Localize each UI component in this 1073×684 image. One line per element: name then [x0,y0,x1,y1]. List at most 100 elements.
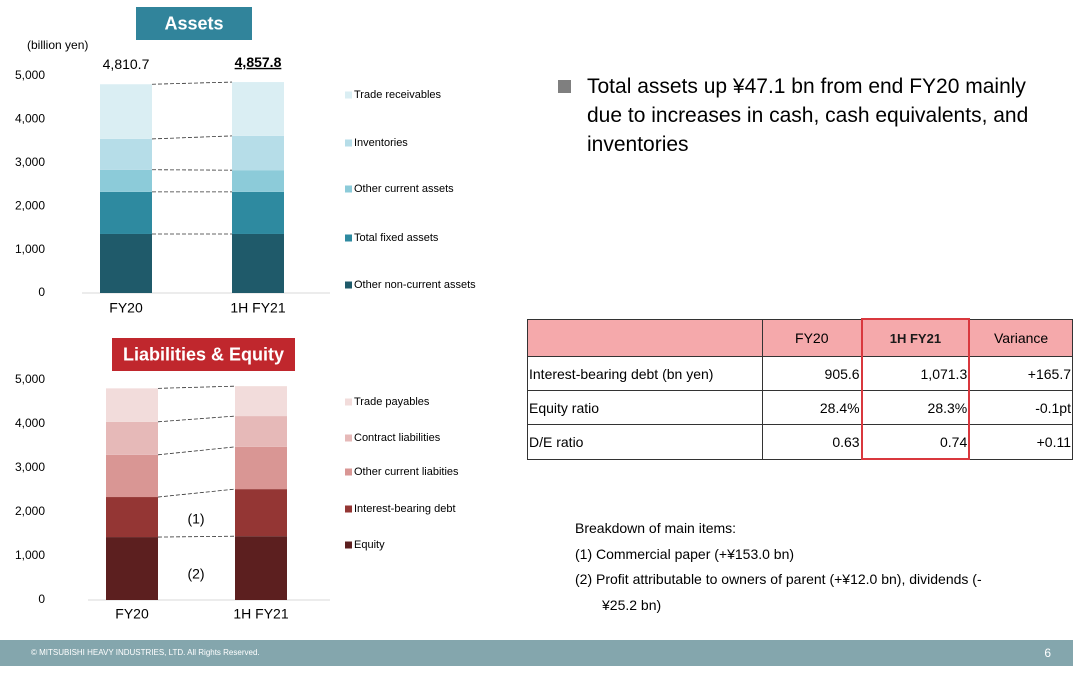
breakdown-item: (2) Profit attributable to owners of par… [575,571,982,613]
breakdown-item: (1) Commercial paper (+¥153.0 bn) [575,545,795,562]
connector [157,446,236,456]
table-cell: 0.63 [761,424,863,460]
table-cell: +0.11 [968,424,1073,460]
legend-label: Trade receivables [354,89,442,101]
table-row: D/E ratio 0.63 0.74 +0.11 [527,424,1073,460]
legend-label: Contract liabilities [354,432,441,444]
annotation: (2) [187,566,204,582]
y-tick-label: 1,000 [15,548,45,562]
bar-segment [106,497,158,538]
bar-segment [100,169,152,192]
table-cell: 28.4% [761,390,863,425]
legend-swatch [345,468,352,476]
bar-segment [235,446,287,490]
table-cell: -0.1pt [968,390,1073,425]
connector [151,81,233,85]
breakdown-title: Breakdown of main items: [575,520,737,536]
table-cell: D/E ratio [527,424,763,460]
table-cell: 28.3% [860,390,971,425]
header-row: FY20 1H FY21 Variance [527,318,1073,357]
header-cell: 1H FY21 [860,318,971,357]
x-tick-label: FY20 [109,300,143,316]
bar-segment [232,233,284,293]
table-cell: 0.74 [860,424,971,460]
y-tick-label: 3,000 [15,155,45,169]
bar-segment [235,489,287,537]
legend-label: Inventories [354,137,408,149]
total-label: 4,857.8 [235,54,282,70]
y-tick-label: 1,000 [15,242,45,256]
connector [151,135,233,140]
legend-label: Interest-bearing debt [354,503,456,515]
y-tick-label: 2,000 [15,504,45,518]
summary-bullet: Total assets up ¥47.1 bn from end FY20 m… [558,72,1057,159]
header-cell: FY20 [761,318,863,357]
legend-swatch [345,139,352,147]
legend-swatch [345,398,352,406]
y-tick-label: 4,000 [15,416,45,430]
bar-segment [106,388,158,422]
bar-segment [232,170,284,192]
ratio-table: FY20 1H FY21 Variance Interest-bearing d… [527,318,1073,460]
chart-title: Liabilities & Equity [123,344,284,364]
footer: © MITSUBISHI HEAVY INDUSTRIES, LTD. All … [0,640,1073,666]
connector [157,535,236,538]
bar-segment [235,416,287,447]
header-cell: Variance [968,318,1073,357]
title-box [136,7,252,40]
x-tick-label: 1H FY21 [233,606,288,622]
bar-segment [100,191,152,234]
connector [157,385,236,389]
legend-swatch [345,91,352,99]
y-tick-label: 5,000 [15,372,45,386]
legend-swatch [345,281,352,289]
bar-segment [106,454,158,498]
y-tick-label: 0 [38,592,45,606]
y-tick-label: 4,000 [15,112,45,126]
legend-label: Other current liabities [354,466,459,478]
bar-segment [232,135,284,171]
breakdown: Breakdown of main items: (1) Commercial … [575,516,995,618]
x-tick-label: FY20 [115,606,149,622]
bar-segment [235,386,287,417]
title-box [112,338,295,371]
y-tick-label: 5,000 [15,68,45,82]
annotation: (1) [187,511,204,527]
y-tick-label: 0 [38,285,45,299]
table-cell: 905.6 [761,356,863,391]
legend-swatch [345,505,352,513]
header-cell [527,318,763,357]
legend-label: Other current assets [354,183,454,195]
unit-label: (billion yen) [27,38,88,52]
bar-segment [100,233,152,293]
bar-segment [100,84,152,139]
table-cell: +165.7 [968,356,1073,391]
y-tick-label: 2,000 [15,198,45,212]
connector [157,488,236,498]
total-label: 4,810.7 [103,56,150,72]
connector [157,415,236,423]
legend-swatch [345,541,352,549]
bar-segment [100,138,152,170]
legend-swatch [345,234,352,242]
legend-label: Other non-current assets [354,279,476,291]
chart-title: Assets [164,13,223,33]
bar-segment [106,421,158,455]
table-cell: Interest-bearing debt (bn yen) [527,356,763,391]
table-cell: Equity ratio [527,390,763,425]
bar-segment [232,82,284,136]
legend-label: Trade payables [354,396,430,408]
copyright: © MITSUBISHI HEAVY INDUSTRIES, LTD. All … [31,648,260,657]
legend-label: Total fixed assets [354,232,439,244]
bar-segment [232,191,284,234]
x-tick-label: 1H FY21 [230,300,285,316]
bar-segment [235,536,287,600]
table-row: Equity ratio 28.4% 28.3% -0.1pt [527,390,1073,425]
legend-swatch [345,434,352,442]
legend-label: Equity [354,539,385,551]
legend-swatch [345,185,352,193]
page-number: 6 [1044,646,1051,660]
y-tick-label: 3,000 [15,460,45,474]
